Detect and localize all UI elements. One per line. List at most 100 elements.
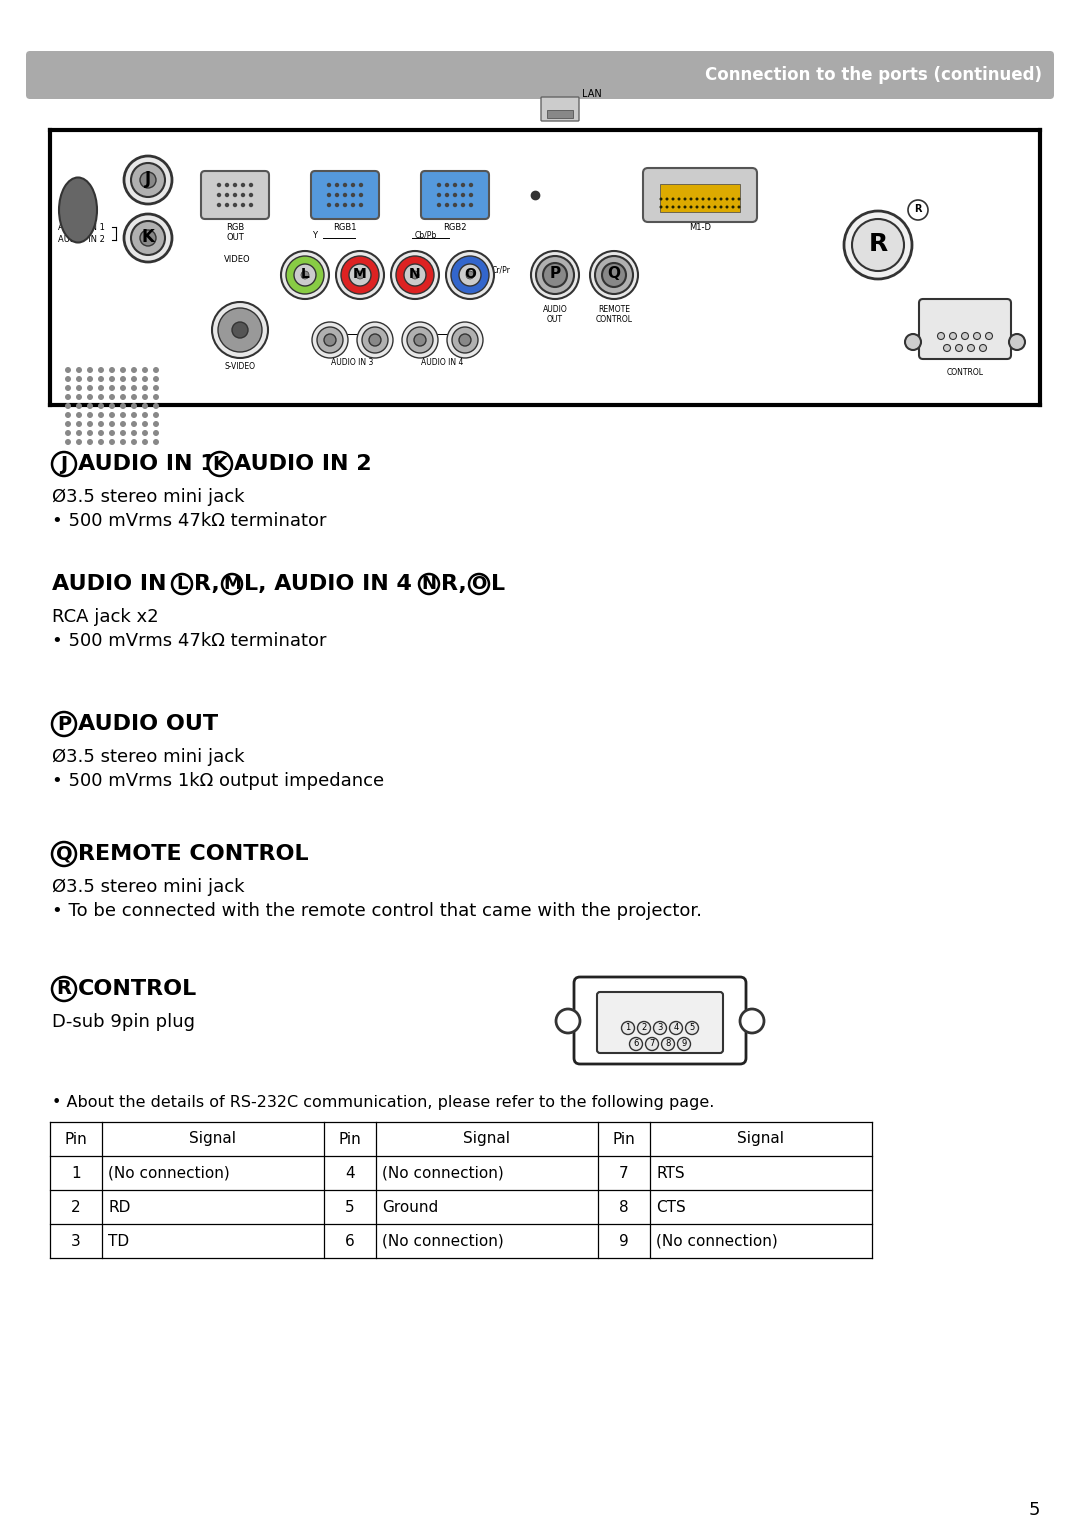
Circle shape (342, 202, 347, 207)
Circle shape (87, 394, 93, 400)
Circle shape (327, 193, 332, 198)
FancyBboxPatch shape (573, 977, 746, 1065)
Circle shape (233, 193, 238, 198)
Circle shape (402, 322, 438, 358)
Text: M: M (224, 574, 241, 593)
Circle shape (153, 403, 159, 409)
Circle shape (414, 334, 426, 346)
Text: P: P (57, 714, 71, 734)
Circle shape (109, 375, 114, 381)
Text: 7: 7 (619, 1166, 629, 1181)
Circle shape (52, 843, 76, 866)
Bar (546, 110, 573, 118)
Circle shape (465, 271, 474, 279)
Circle shape (665, 205, 669, 208)
Text: Signal: Signal (738, 1132, 784, 1146)
Circle shape (556, 1010, 580, 1033)
Text: 2: 2 (642, 1023, 647, 1033)
Circle shape (153, 430, 159, 437)
Text: R: R (56, 979, 71, 999)
Circle shape (87, 412, 93, 418)
Text: AUDIO
OUT: AUDIO OUT (542, 305, 567, 325)
Text: Q: Q (56, 844, 72, 864)
Circle shape (341, 256, 379, 294)
Circle shape (76, 421, 82, 427)
Circle shape (956, 345, 962, 351)
Circle shape (301, 271, 309, 279)
Text: L: L (300, 267, 310, 280)
Circle shape (852, 219, 904, 271)
Circle shape (98, 412, 104, 418)
Circle shape (217, 182, 221, 187)
Circle shape (689, 205, 692, 208)
Circle shape (336, 251, 384, 299)
Text: AUDIO IN 1,: AUDIO IN 1, (78, 453, 232, 473)
Circle shape (672, 205, 675, 208)
Circle shape (702, 205, 704, 208)
Text: RGB1: RGB1 (334, 224, 356, 231)
Circle shape (294, 264, 316, 286)
FancyBboxPatch shape (26, 51, 1054, 100)
Circle shape (153, 440, 159, 444)
Circle shape (451, 256, 489, 294)
Text: REMOTE
CONTROL: REMOTE CONTROL (595, 305, 633, 325)
Circle shape (241, 182, 245, 187)
Circle shape (531, 251, 579, 299)
Text: • To be connected with the remote control that came with the projector.: • To be connected with the remote contro… (52, 902, 702, 921)
Circle shape (411, 271, 419, 279)
Text: AUDIO IN 3: AUDIO IN 3 (330, 358, 374, 368)
Text: D-sub 9pin plug: D-sub 9pin plug (52, 1013, 195, 1031)
Circle shape (536, 256, 573, 294)
Circle shape (131, 162, 165, 198)
Circle shape (905, 334, 921, 349)
Circle shape (986, 332, 993, 340)
Circle shape (461, 202, 465, 207)
Circle shape (225, 202, 229, 207)
Circle shape (349, 264, 372, 286)
Text: J: J (145, 170, 151, 188)
Text: Signal: Signal (189, 1132, 237, 1146)
Circle shape (362, 326, 388, 352)
Circle shape (1009, 334, 1025, 349)
Circle shape (120, 403, 126, 409)
Text: AUDIO IN 2: AUDIO IN 2 (58, 236, 105, 245)
Text: TD: TD (108, 1233, 130, 1249)
Text: Connection to the ports (continued): Connection to the ports (continued) (705, 66, 1042, 84)
Circle shape (595, 256, 633, 294)
FancyBboxPatch shape (421, 172, 489, 219)
Circle shape (87, 421, 93, 427)
Text: R: R (915, 204, 921, 214)
Text: Ø3.5 stereo mini jack: Ø3.5 stereo mini jack (52, 748, 244, 766)
Circle shape (407, 326, 433, 352)
Circle shape (76, 412, 82, 418)
Circle shape (359, 193, 363, 198)
Circle shape (153, 375, 159, 381)
Circle shape (140, 230, 156, 247)
Circle shape (131, 385, 137, 391)
Text: (No connection): (No connection) (382, 1233, 503, 1249)
Circle shape (714, 198, 716, 201)
Text: RTS: RTS (656, 1166, 685, 1181)
Text: AUDIO IN 2: AUDIO IN 2 (234, 453, 372, 473)
Circle shape (65, 385, 71, 391)
Text: M: M (353, 267, 367, 280)
Circle shape (141, 385, 148, 391)
Text: R: R (868, 231, 888, 256)
Circle shape (153, 394, 159, 400)
Circle shape (141, 375, 148, 381)
Circle shape (436, 193, 442, 198)
Text: AUDIO IN 3: AUDIO IN 3 (52, 574, 198, 594)
Circle shape (65, 403, 71, 409)
Circle shape (312, 322, 348, 358)
Circle shape (937, 332, 945, 340)
Circle shape (327, 202, 332, 207)
Text: REMOTE CONTROL: REMOTE CONTROL (78, 844, 309, 864)
Circle shape (65, 412, 71, 418)
Circle shape (621, 1022, 635, 1034)
Circle shape (696, 205, 699, 208)
Text: Pin: Pin (339, 1132, 362, 1146)
Circle shape (445, 202, 449, 207)
Circle shape (248, 182, 253, 187)
Circle shape (738, 198, 741, 201)
Circle shape (120, 385, 126, 391)
